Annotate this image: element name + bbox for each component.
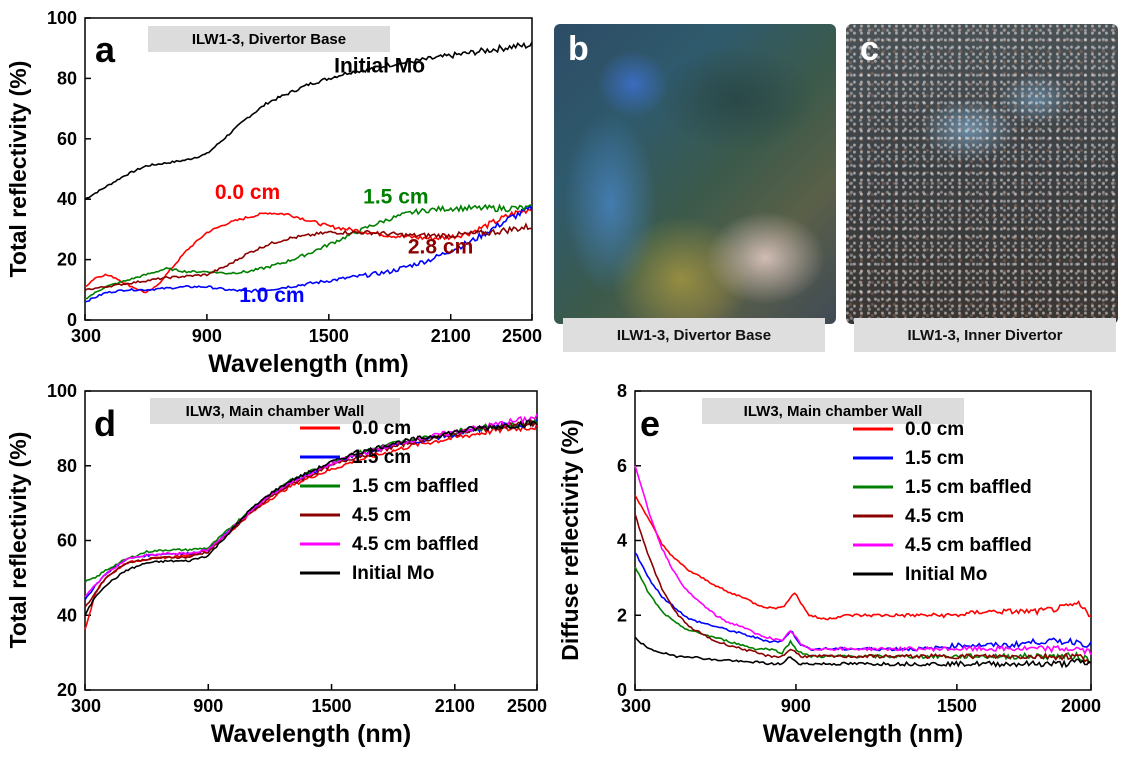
- series-line-0-0-cm: [84, 423, 538, 630]
- x-tick-label: 2100: [435, 696, 475, 716]
- series-annotation: 1.0 cm: [239, 284, 304, 307]
- y-tick-label: 60: [57, 531, 77, 551]
- y-tick-label: 20: [57, 680, 77, 700]
- plot-frame: [84, 17, 533, 321]
- legend-entry: 4.5 cm: [352, 505, 411, 526]
- legend-entry: Initial Mo: [905, 564, 987, 585]
- y-tick-label: 20: [57, 250, 77, 270]
- panel-letter-a: a: [95, 29, 116, 70]
- divertor-base-sample-image: [554, 24, 836, 324]
- panel-tag-text: ILW1-3, Divertor Base: [192, 31, 346, 48]
- chart-panel-a: 300 900 1500 2100 2500 0 20 40 60 80 100 Wavelength…: [5, 8, 542, 378]
- panel-tag-text: ILW3, Main chamber Wall: [186, 403, 365, 420]
- panel-tag-text: ILW3, Main chamber Wall: [744, 403, 923, 420]
- x-axis-label: Wavelength (nm): [211, 720, 411, 748]
- legend-entry: 1.5 cm baffled: [905, 477, 1032, 498]
- series-line-1-5-cm: [84, 203, 533, 300]
- panel-letter-d: d: [94, 403, 116, 444]
- y-tick-label: 80: [57, 456, 77, 476]
- y-tick-label: 2: [617, 605, 627, 625]
- series-line-1-5-cm: [634, 552, 1092, 652]
- panel-tag-box: [148, 26, 390, 52]
- inner-divertor-sample-image: [846, 24, 1118, 324]
- series-line-4-5-cm-baffled: [84, 413, 538, 598]
- series-annotation: Initial Mo: [334, 54, 425, 77]
- legend-entry: 0.0 cm: [352, 418, 411, 439]
- panel-tag: ILW3, Main chamber Wall: [150, 398, 400, 424]
- chart-panel-d: 300 900 1500 2100 2500 20 40 60 80 100 Wavelength …: [5, 381, 547, 748]
- x-tick-label: 1500: [937, 696, 977, 716]
- photo-panel-c: c: [846, 24, 1118, 324]
- series-annotation: 2.8 cm: [408, 236, 473, 259]
- y-tick-label: 40: [57, 605, 77, 625]
- panel-tag: ILW1-3, Divertor Base: [148, 26, 390, 52]
- y-tick-label: 8: [617, 381, 627, 401]
- series-line-1-5-cm-baffled: [84, 417, 538, 584]
- photo-caption-b: ILW1-3, Divertor Base: [563, 318, 825, 352]
- panel-letter-e: e: [640, 403, 660, 444]
- panel-letter-c: c: [860, 30, 879, 68]
- legend-entry: 4.5 cm: [905, 506, 964, 527]
- series-line-initial-mo: [634, 636, 1092, 669]
- series-line-2-8-cm: [84, 222, 533, 292]
- legend-entry: 1.5 cm: [352, 447, 411, 468]
- x-tick-label: 300: [621, 696, 651, 716]
- y-axis-label: Diffuse reflectivity (%): [557, 419, 583, 661]
- x-tick-label: 1500: [309, 326, 349, 346]
- y-tick-label: 6: [617, 456, 627, 476]
- x-axis-label: Wavelength (nm): [763, 720, 963, 748]
- legend-entry: 1.5 cm baffled: [352, 476, 479, 497]
- photo-caption-c: ILW1-3, Inner Divertor: [854, 318, 1116, 352]
- x-tick-label: 2500: [507, 696, 547, 716]
- panel-tag-box: [150, 398, 400, 424]
- x-tick-label: 2500: [502, 326, 542, 346]
- legend: 0.0 cm 1.5 cm 1.5 cm baffled 4.5 cm 4.5 cm b…: [853, 419, 1032, 585]
- series-annotation: 1.5 cm: [363, 186, 428, 209]
- y-axis-label: Total reflectivity (%): [5, 432, 31, 649]
- series-line-initial-mo: [84, 419, 538, 616]
- x-tick-label: 300: [71, 326, 101, 346]
- y-axis-label: Total reflectivity (%): [5, 61, 31, 278]
- legend-entry: Initial Mo: [352, 563, 434, 584]
- series-line-initial-mo: [84, 41, 533, 200]
- photo-panel-b: b: [554, 24, 836, 324]
- y-tick-label: 0: [617, 680, 627, 700]
- series-annotation: 0.0 cm: [215, 181, 280, 204]
- x-tick-label: 2100: [431, 326, 471, 346]
- y-tick-label: 60: [57, 129, 77, 149]
- y-tick-label: 100: [47, 381, 77, 401]
- panel-tag-box: [702, 398, 964, 424]
- legend-entry: 0.0 cm: [905, 419, 964, 440]
- legend-entry: 1.5 cm: [905, 448, 964, 469]
- x-tick-label: 1500: [312, 696, 352, 716]
- series-line-4-5-cm-baffled: [634, 465, 1092, 656]
- y-tick-label: 4: [617, 531, 627, 551]
- series-line-4-5-cm: [634, 513, 1092, 664]
- x-tick-label: 300: [71, 696, 101, 716]
- y-tick-label: 80: [57, 68, 77, 88]
- x-tick-label: 900: [193, 696, 223, 716]
- chart-panel-e: 300 900 1500 2000 0 2 4 6 8 Wavelength (nm) Diffus…: [557, 381, 1101, 748]
- x-tick-label: 900: [192, 326, 222, 346]
- legend-entry: 4.5 cm baffled: [352, 534, 479, 555]
- y-tick-label: 0: [67, 310, 77, 330]
- legend-entry: 4.5 cm baffled: [905, 535, 1032, 556]
- series-line-0-0-cm: [634, 494, 1092, 621]
- legend: 0.0 cm 1.5 cm 1.5 cm baffled 4.5 cm 4.5 cm b…: [300, 418, 479, 584]
- panel-tag: ILW3, Main chamber Wall: [702, 398, 964, 424]
- series-line-1-0-cm: [84, 204, 533, 303]
- y-tick-label: 40: [57, 189, 77, 209]
- x-axis-label: Wavelength (nm): [208, 350, 408, 378]
- y-tick-label: 100: [47, 8, 77, 28]
- panel-letter-b: b: [568, 30, 589, 68]
- x-tick-label: 900: [781, 696, 811, 716]
- x-tick-label: 2000: [1061, 696, 1101, 716]
- series-line-4-5-cm: [84, 418, 538, 608]
